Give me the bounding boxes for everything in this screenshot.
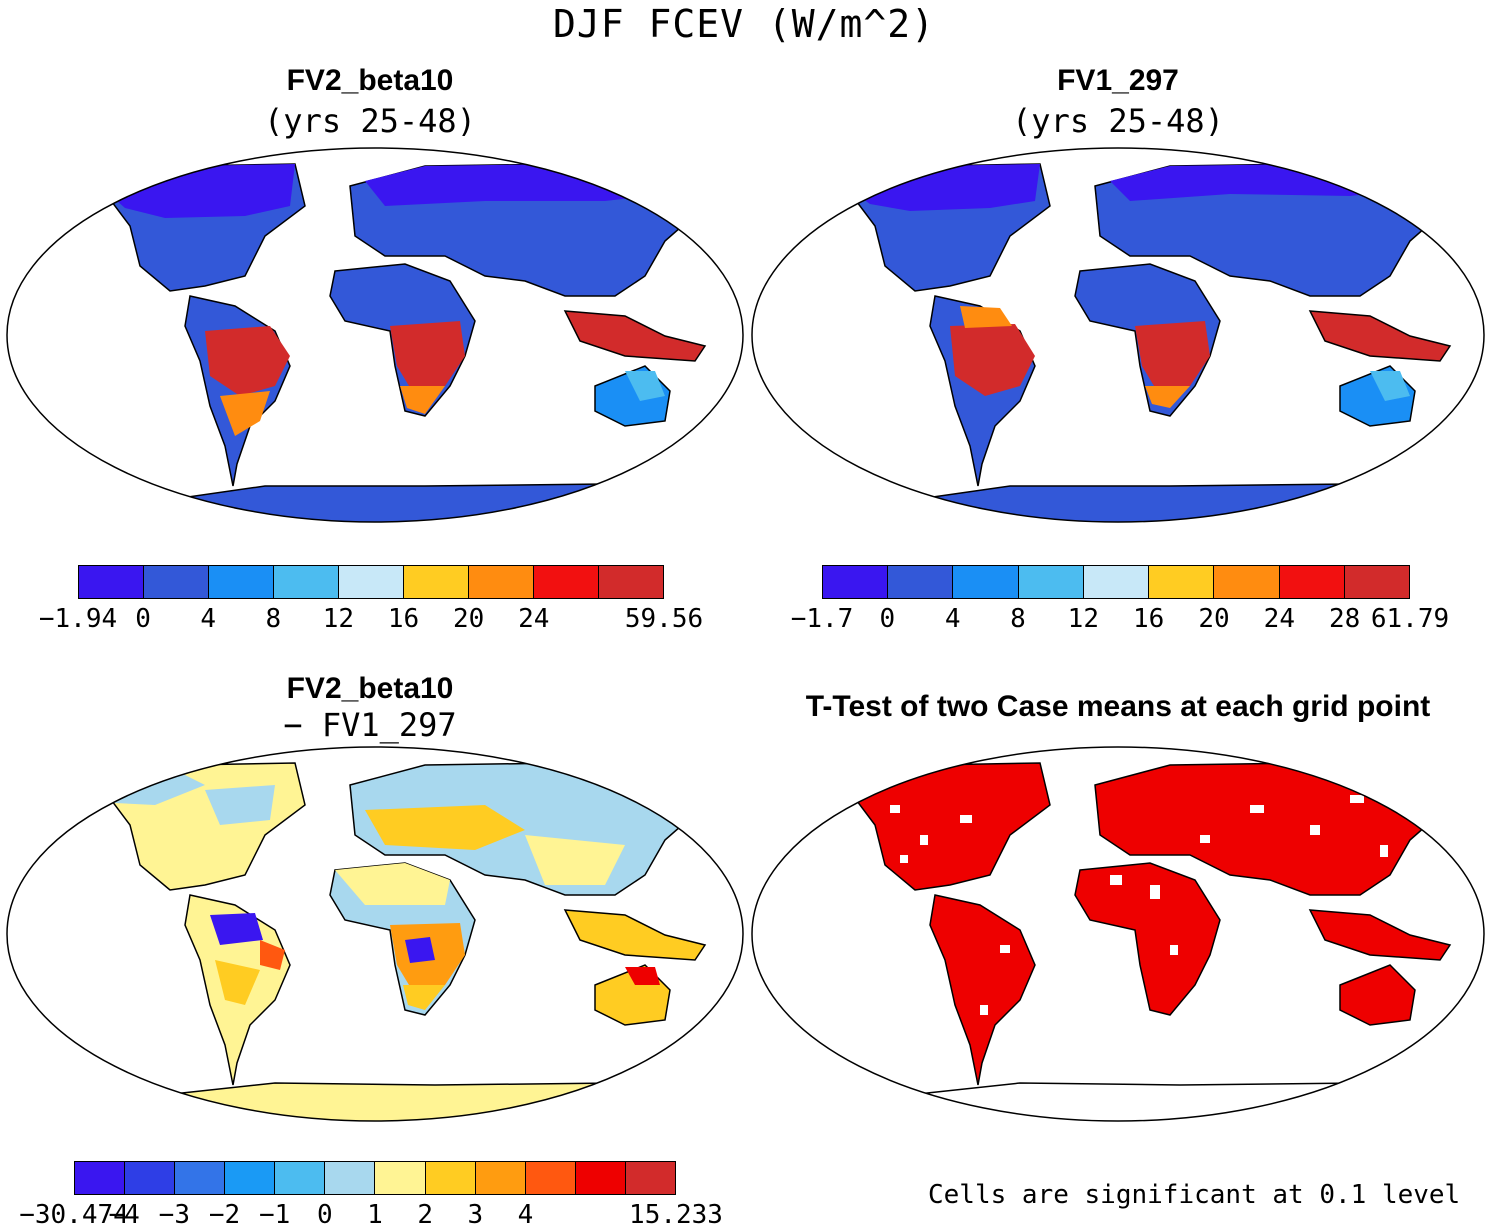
colorbar-swatch bbox=[225, 1162, 276, 1194]
colorbar-swatch bbox=[1344, 566, 1409, 598]
panel-4-title: T-Test of two Case means at each grid po… bbox=[805, 690, 1431, 723]
panel-1-colorbar-labels: −1.94 0 4 8 12 16 20 24 59.56 bbox=[39, 604, 703, 634]
colorbar-swatch bbox=[1214, 566, 1280, 598]
panel-1-colorbar bbox=[78, 565, 664, 599]
colorbar-tick-label: 20 bbox=[453, 604, 485, 634]
colorbar-swatch bbox=[823, 566, 889, 598]
figure-title: DJF FCEV (W/m^2) bbox=[552, 2, 936, 46]
south-america bbox=[929, 894, 1036, 1086]
colorbar-tick-label: 12 bbox=[1067, 604, 1099, 634]
colorbar-swatch bbox=[1083, 566, 1150, 598]
colorbar-swatch bbox=[125, 1162, 176, 1194]
colorbar-tick-label: 8 bbox=[265, 604, 282, 634]
north-america bbox=[843, 762, 1051, 891]
panel-1-map bbox=[5, 146, 745, 524]
insignificant-cells bbox=[890, 795, 1388, 1015]
panel-2-map bbox=[750, 146, 1488, 524]
panel-1-title: FV2_beta10 bbox=[286, 64, 454, 97]
colorbar-tick-label: 28 bbox=[1329, 604, 1361, 634]
colorbar-swatch bbox=[144, 566, 209, 598]
colorbar-tick-label: 24 bbox=[1263, 604, 1295, 634]
colorbar-tick-label: 4 bbox=[944, 604, 961, 634]
panel-2-title: FV1_297 bbox=[1057, 64, 1179, 97]
colorbar-swatch bbox=[75, 1162, 126, 1194]
colorbar-tick-label: 0 bbox=[135, 604, 151, 634]
colorbar-swatch bbox=[325, 1162, 376, 1194]
colorbar-tick-label: 2 bbox=[417, 1200, 433, 1230]
colorbar-tick-label: −30.474 bbox=[19, 1200, 129, 1230]
colorbar-swatch bbox=[425, 1162, 476, 1194]
colorbar-swatch bbox=[375, 1162, 426, 1194]
maritime-continent bbox=[1308, 310, 1452, 362]
panel-3-map bbox=[5, 745, 745, 1123]
antarctica bbox=[752, 483, 1484, 522]
colorbar-tick-label: −1.7 bbox=[790, 604, 854, 634]
colorbar-swatch bbox=[274, 566, 339, 598]
colorbar-swatch bbox=[404, 566, 469, 598]
africa bbox=[1074, 862, 1221, 1016]
colorbar-tick-label: 1 bbox=[367, 1200, 383, 1230]
colorbar-tick-label: 61.79 bbox=[1370, 604, 1450, 634]
colorbar-swatch bbox=[525, 1162, 576, 1194]
colorbar-tick-label: 4 bbox=[200, 604, 217, 634]
colorbar-swatch bbox=[209, 566, 274, 598]
panel-3-subtitle: − FV1_297 bbox=[283, 706, 457, 744]
maritime-continent bbox=[563, 310, 707, 362]
colorbar-tick-label: −1.94 bbox=[38, 604, 118, 634]
australia bbox=[1339, 964, 1416, 1026]
colorbar-swatch bbox=[599, 566, 663, 598]
colorbar-tick-label: 16 bbox=[1133, 604, 1165, 634]
colorbar-swatch bbox=[79, 566, 144, 598]
colorbar-tick-label: 20 bbox=[1198, 604, 1230, 634]
maritime-continent bbox=[563, 909, 707, 961]
panel-2-colorbar-labels: −1.7 0 4 8 12 16 20 24 28 61.79 bbox=[791, 604, 1449, 634]
colorbar-tick-label: 24 bbox=[518, 604, 550, 634]
panel-3-colorbar-labels: −30.474 −4 −3 −2 −1 0 1 2 3 4 15.233 bbox=[19, 1200, 723, 1230]
colorbar-tick-label: 59.56 bbox=[624, 604, 704, 634]
antarctica bbox=[7, 483, 743, 522]
colorbar-tick-label: −4 bbox=[108, 1200, 140, 1230]
colorbar-swatch bbox=[475, 1162, 526, 1194]
colorbar-tick-label: 0 bbox=[879, 604, 896, 634]
colorbar-tick-label: −3 bbox=[158, 1200, 190, 1230]
colorbar-tick-label: 8 bbox=[1010, 604, 1026, 634]
colorbar-tick-label: 4 bbox=[517, 1200, 534, 1230]
colorbar-swatch bbox=[625, 1162, 675, 1194]
colorbar-swatch bbox=[1279, 566, 1345, 598]
colorbar-swatch bbox=[175, 1162, 226, 1194]
colorbar-tick-label: −2 bbox=[208, 1200, 241, 1230]
colorbar-swatch bbox=[1018, 566, 1084, 598]
colorbar-swatch bbox=[575, 1162, 626, 1194]
significance-note: Cells are significant at 0.1 level bbox=[928, 1180, 1461, 1210]
colorbar-swatch bbox=[534, 566, 599, 598]
maritime-continent bbox=[1308, 909, 1452, 961]
colorbar-tick-label: 0 bbox=[317, 1200, 333, 1230]
colorbar-swatch bbox=[275, 1162, 326, 1194]
colorbar-tick-label: 16 bbox=[387, 604, 420, 634]
antarctica bbox=[752, 1082, 1484, 1121]
colorbar-swatch bbox=[888, 566, 954, 598]
panel-4-map bbox=[750, 745, 1488, 1123]
colorbar-tick-label: 15.233 bbox=[629, 1200, 723, 1230]
antarctica bbox=[7, 1082, 743, 1121]
colorbar-swatch bbox=[1149, 566, 1215, 598]
colorbar-swatch bbox=[469, 566, 534, 598]
colorbar-tick-label: 12 bbox=[322, 604, 355, 634]
colorbar-swatch bbox=[339, 566, 404, 598]
colorbar-tick-label: −1 bbox=[259, 1200, 291, 1230]
panel-3-colorbar bbox=[74, 1161, 676, 1195]
colorbar-swatch bbox=[953, 566, 1019, 598]
colorbar-tick-label: 3 bbox=[467, 1200, 484, 1230]
panel-2-subtitle: (yrs 25-48) bbox=[1012, 102, 1224, 140]
panel-1-subtitle: (yrs 25-48) bbox=[264, 102, 476, 140]
panel-2-colorbar bbox=[822, 565, 1410, 599]
panel-3-title: FV2_beta10 bbox=[286, 672, 454, 705]
